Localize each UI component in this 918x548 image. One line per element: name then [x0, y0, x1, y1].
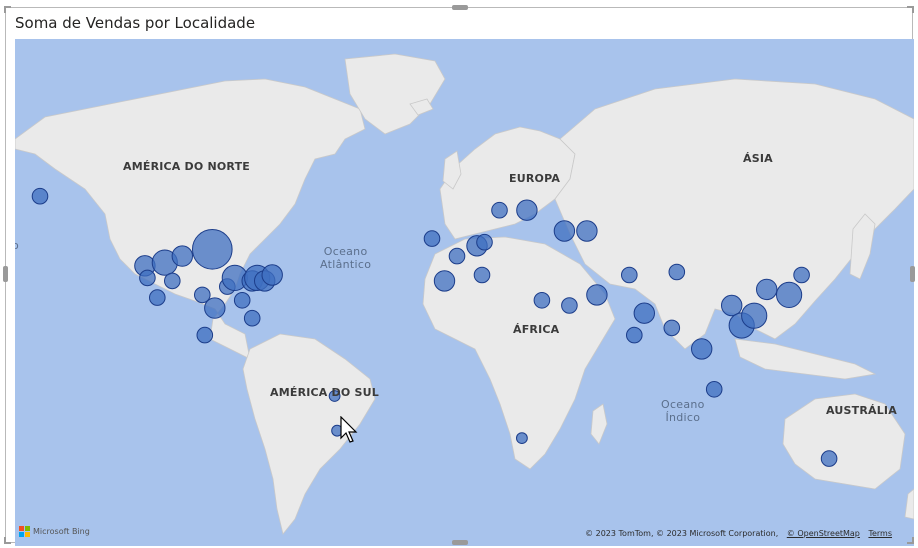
- world-map[interactable]: [15, 39, 914, 546]
- map-bubble[interactable]: [31, 187, 49, 205]
- map-bubble[interactable]: [705, 381, 723, 398]
- label-pacific-fragment: o: [15, 239, 20, 252]
- map-visual[interactable]: Soma de Vendas por Localidade: [3, 5, 915, 546]
- bing-logo-text: Microsoft Bing: [33, 527, 90, 536]
- map-bubble[interactable]: [621, 266, 638, 284]
- map-bubble[interactable]: [663, 319, 681, 337]
- label-indian-ocean: Oceano Índico: [661, 398, 705, 424]
- map-bubble[interactable]: [756, 278, 778, 301]
- map-bubble[interactable]: [776, 281, 803, 308]
- map-bubble[interactable]: [448, 247, 466, 265]
- map-bubble[interactable]: [194, 286, 211, 304]
- map-bubble[interactable]: [233, 291, 251, 309]
- label-asia: ÁSIA: [743, 152, 773, 165]
- map-bubble[interactable]: [516, 199, 538, 221]
- madagascar-landmass: [590, 403, 608, 445]
- atlantic-line2: Atlântico: [320, 258, 372, 271]
- mouse-cursor-icon: [340, 416, 358, 443]
- bing-logo: Microsoft Bing: [19, 526, 90, 537]
- map-bubble[interactable]: [261, 264, 283, 286]
- resize-handle-bottom[interactable]: [452, 540, 468, 545]
- map-bubble[interactable]: [328, 390, 341, 402]
- resize-handle-top-right[interactable]: [907, 6, 914, 13]
- terms-link[interactable]: Terms: [868, 529, 892, 538]
- attribution-text: © 2023 TomTom, © 2023 Microsoft Corporat…: [585, 529, 779, 538]
- bubble-layer[interactable]: [31, 187, 838, 467]
- resize-handle-bottom-right[interactable]: [907, 537, 914, 544]
- map-bubble[interactable]: [586, 284, 608, 306]
- map-bubble[interactable]: [721, 294, 743, 317]
- map-bubble[interactable]: [473, 266, 491, 284]
- indian-line2: Índico: [665, 411, 701, 424]
- australia-landmass: [782, 393, 906, 490]
- map-bubble[interactable]: [533, 291, 551, 309]
- map-bubble[interactable]: [476, 233, 493, 251]
- map-attribution: © 2023 TomTom, © 2023 Microsoft Corporat…: [585, 529, 892, 538]
- label-africa: ÁFRICA: [513, 323, 560, 336]
- resize-handle-bottom-left[interactable]: [4, 537, 11, 544]
- resize-handle-top-left[interactable]: [4, 6, 11, 13]
- label-europe: EUROPA: [509, 172, 561, 185]
- map-bubble[interactable]: [741, 302, 768, 329]
- map-bubble[interactable]: [423, 230, 441, 247]
- map-bubble[interactable]: [192, 229, 233, 270]
- visual-title: Soma de Vendas por Localidade: [15, 14, 256, 32]
- map-canvas[interactable]: AMÉRICA DO NORTE AMÉRICA DO SUL EUROPA Á…: [15, 39, 914, 546]
- map-bubble[interactable]: [576, 220, 598, 242]
- map-bubble[interactable]: [626, 326, 643, 344]
- atlantic-line1: Oceano: [323, 245, 368, 258]
- map-bubble[interactable]: [196, 326, 214, 344]
- resize-handle-right[interactable]: [910, 266, 915, 282]
- map-bubble[interactable]: [243, 309, 261, 327]
- microsoft-logo-icon: [19, 526, 30, 537]
- japan-landmass: [849, 213, 876, 280]
- africa-landmass: [422, 236, 616, 470]
- map-bubble[interactable]: [204, 297, 226, 319]
- indian-line1: Oceano: [661, 398, 705, 411]
- map-bubble[interactable]: [491, 201, 508, 219]
- label-australia: AUSTRÁLIA: [826, 404, 897, 417]
- map-bubble[interactable]: [149, 289, 166, 306]
- label-north-america: AMÉRICA DO NORTE: [123, 160, 251, 173]
- map-bubble[interactable]: [433, 270, 456, 292]
- south-america-landmass: [242, 333, 376, 535]
- map-bubble[interactable]: [553, 220, 576, 242]
- map-bubble[interactable]: [633, 302, 655, 324]
- map-bubble[interactable]: [164, 272, 181, 290]
- new-zealand-landmass: [904, 488, 914, 520]
- map-bubble[interactable]: [793, 266, 810, 284]
- indonesia-landmass: [734, 338, 877, 380]
- map-bubble[interactable]: [668, 263, 686, 281]
- openstreetmap-link[interactable]: © OpenStreetMap: [786, 529, 860, 538]
- iceland-landmass: [409, 98, 434, 116]
- map-bubble[interactable]: [820, 450, 838, 467]
- land-masses: [15, 53, 914, 535]
- map-bubble[interactable]: [171, 245, 194, 267]
- map-bubble[interactable]: [139, 269, 156, 287]
- asia-landmass: [554, 78, 914, 350]
- map-bubble[interactable]: [691, 338, 713, 360]
- label-atlantic-ocean: Oceano Atlântico: [320, 245, 371, 271]
- resize-handle-left[interactable]: [3, 266, 8, 282]
- uk-landmass: [442, 150, 462, 190]
- map-bubble[interactable]: [516, 432, 528, 445]
- resize-handle-top[interactable]: [452, 5, 468, 10]
- label-south-america: AMÉRICA DO SUL: [270, 386, 379, 399]
- map-bubble[interactable]: [561, 297, 578, 314]
